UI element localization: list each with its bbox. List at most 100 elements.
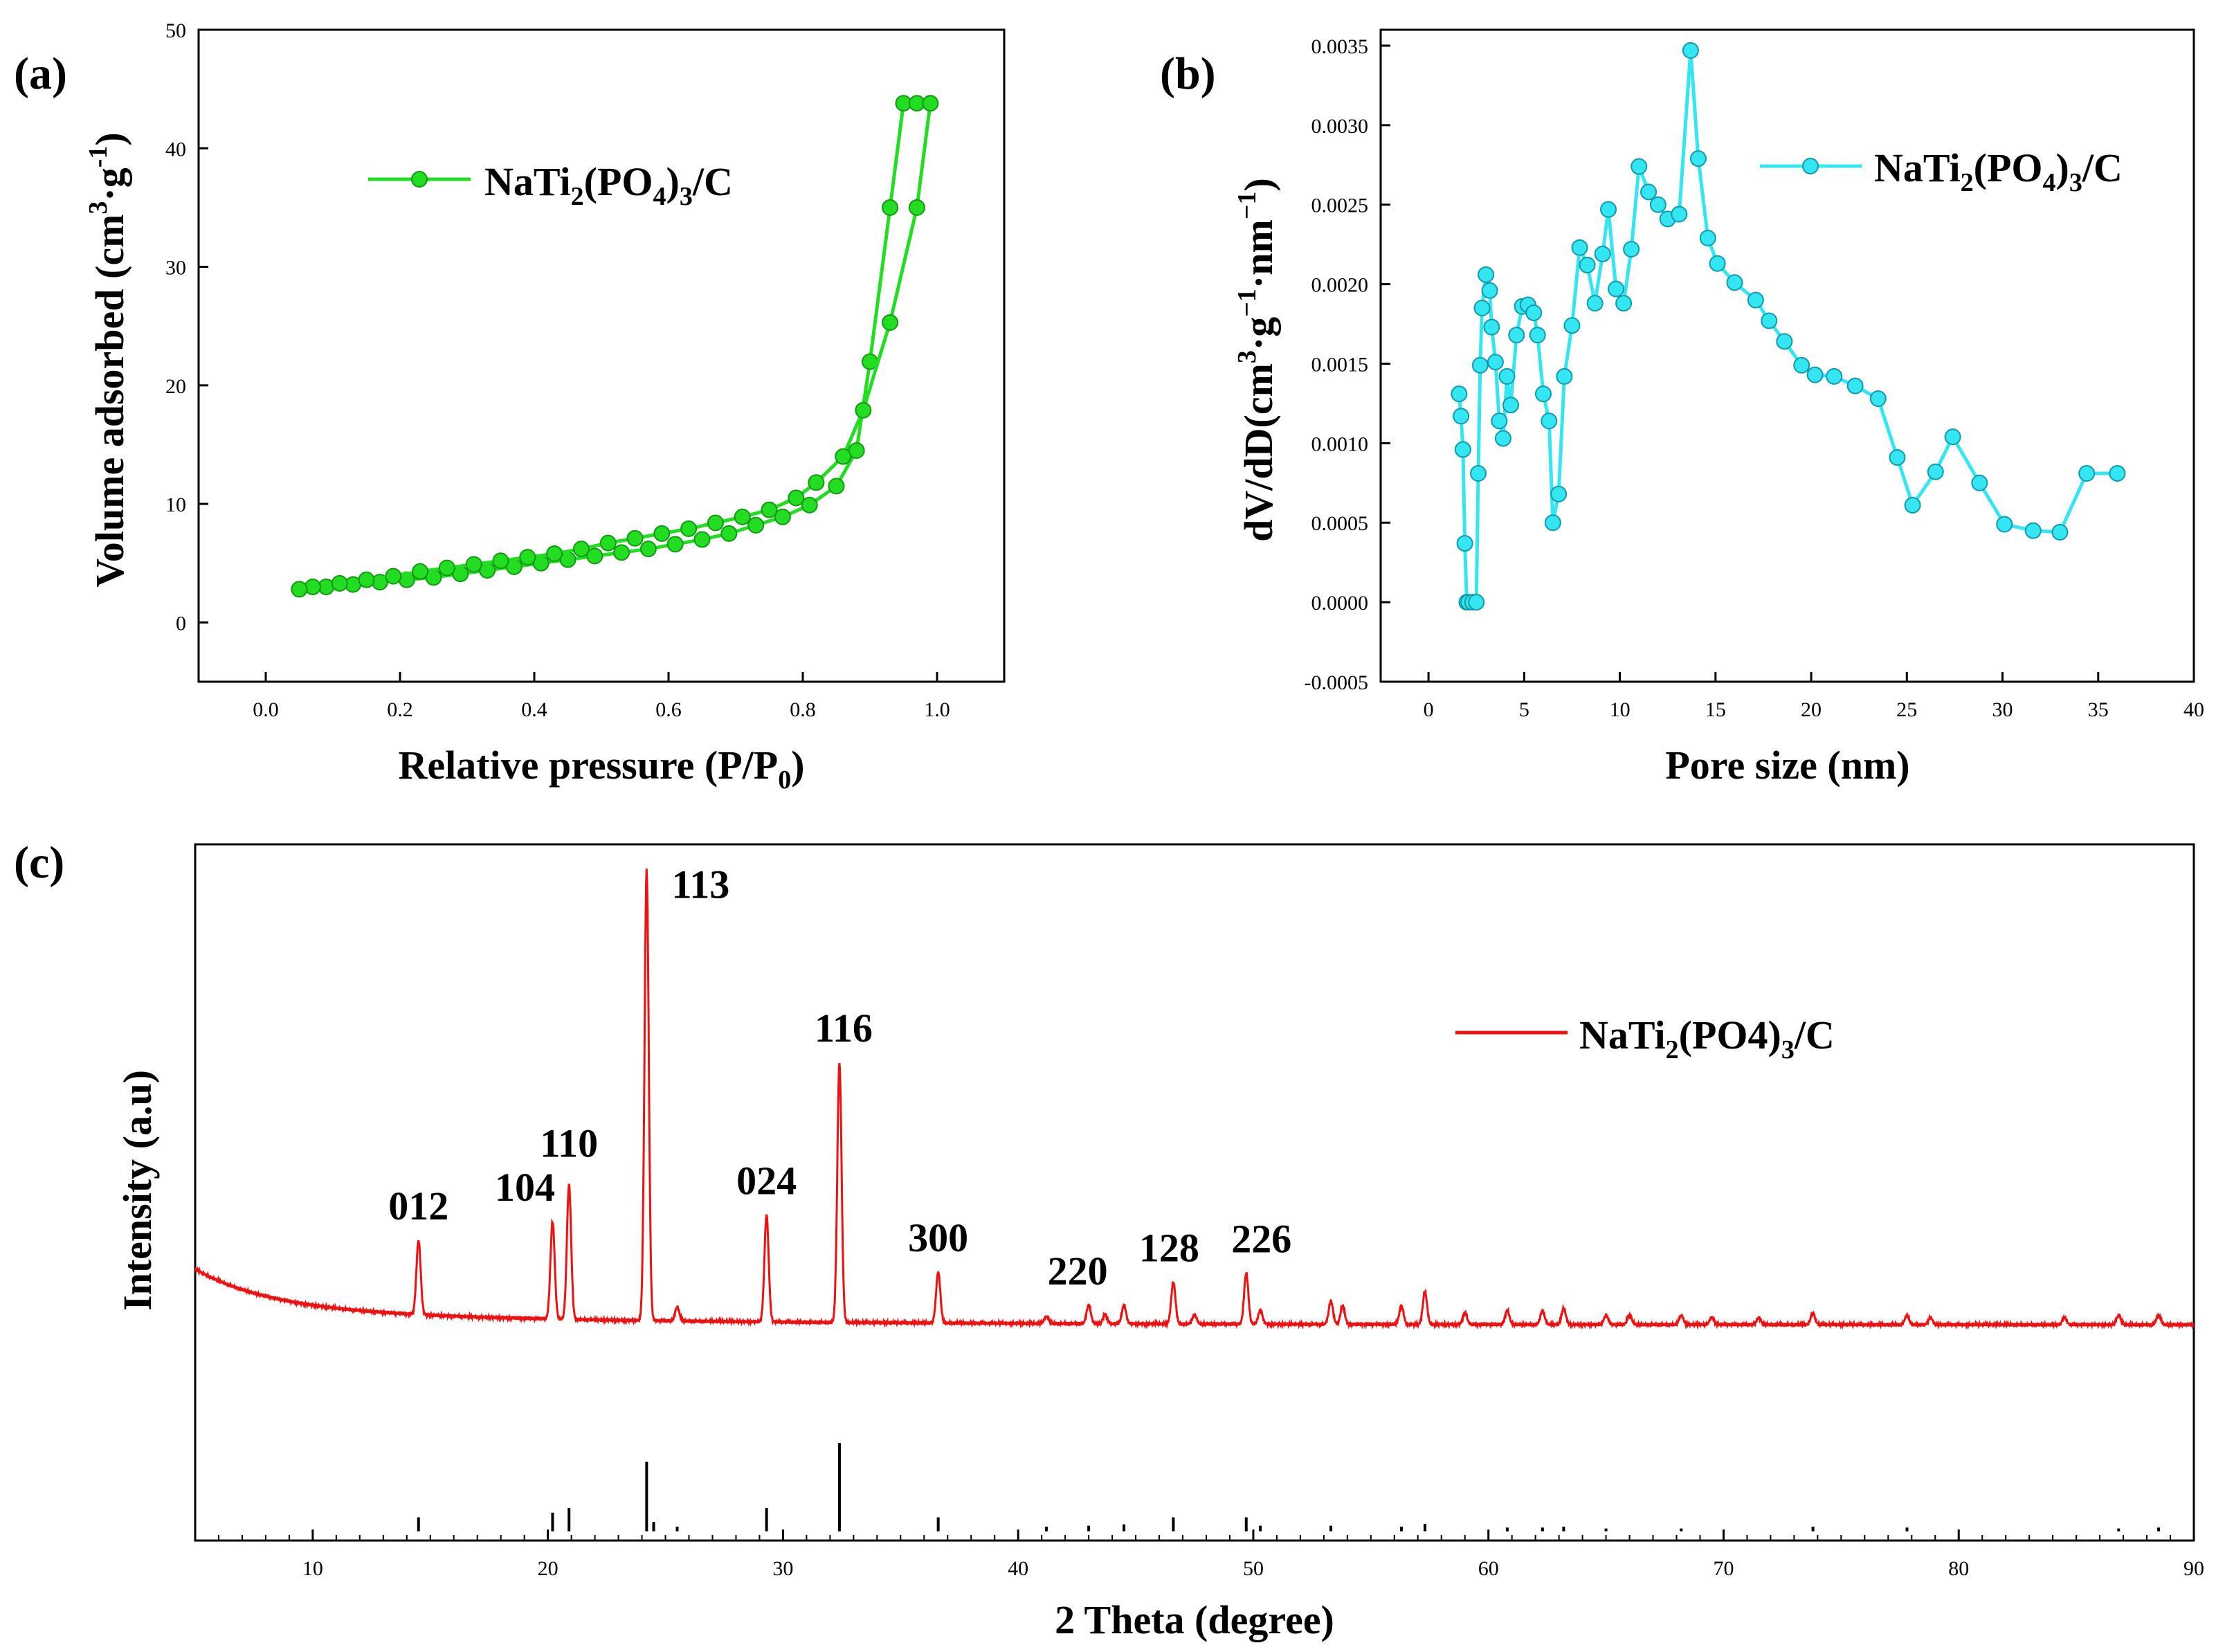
x-tick-label: 0 (1424, 698, 1434, 721)
pore-distribution-point (1481, 282, 1498, 299)
isotherm-adsorption-point (613, 544, 630, 561)
x-tick-label: 0.2 (387, 698, 413, 721)
pore-distribution-point (1623, 241, 1640, 258)
x-tick-label: 0.4 (521, 698, 547, 721)
x-tick-label: 1.0 (924, 698, 950, 721)
pore-distribution-point (1631, 158, 1648, 175)
panel-a-frame (197, 28, 1006, 683)
pore-distribution-point (1453, 408, 1470, 425)
isotherm-desorption-point (599, 534, 617, 552)
x-tick-label: 20 (538, 1557, 558, 1580)
panel-a-x-ticks: 0.0 0.2 0.4 0.6 0.8 1.0 (253, 672, 950, 721)
panel-c-reference-pattern (417, 1443, 2161, 1532)
pore-distribution-point (1793, 356, 1810, 374)
isotherm-adsorption-point (666, 536, 684, 553)
panel-a-legend: NaTi2(PO4)3/C (368, 159, 733, 211)
panel-b-x-axis-label: Pore size (nm) (1665, 743, 1909, 788)
pore-distribution-point (1826, 367, 1843, 385)
panel-a-y-axis-label: Volume adsorbed (cm3·g-1) (84, 132, 132, 588)
panel-a: (a) 0.0 0.2 0.4 0.6 0.8 1.0 0 10 20 30 40 50 Relat… (14, 19, 1006, 795)
isotherm-desorption-point (788, 489, 805, 507)
panel-a-x-axis-label: Relative pressure (P/P0) (398, 743, 804, 795)
pore-distribution-point (1483, 318, 1500, 336)
pore-distribution-point (1996, 516, 2013, 533)
panel-c-frame (194, 843, 2195, 1542)
x-tick-label: 40 (1008, 1557, 1028, 1580)
y-tick-label: 0.0020 (1311, 274, 1369, 297)
pore-distribution-point (1456, 535, 1473, 552)
pore-distribution-point (1454, 441, 1471, 458)
pore-distribution-point (1776, 333, 1793, 350)
isotherm-adsorption-point (639, 541, 657, 558)
panel-c-label: (c) (14, 837, 64, 888)
panel-b-x-ticks: 0 5 10 15 20 25 30 35 40 (1424, 672, 2204, 721)
isotherm-adsorption-point (747, 516, 765, 534)
pore-distribution-point (1594, 245, 1611, 262)
pore-distribution-point (1487, 354, 1504, 371)
pore-distribution-point (1904, 496, 1921, 514)
panel-b-series (1451, 42, 2126, 611)
panel-b: (b) 0 5 10 15 20 25 30 35 40 -0.0005 0.0000 0.0005… (1160, 28, 2204, 788)
isotherm-desorption-point (438, 559, 455, 577)
isotherm-desorption-point (358, 571, 375, 588)
pore-distribution-point (2109, 465, 2126, 482)
pore-distribution-point (1869, 390, 1887, 408)
peak-label-110: 110 (540, 1121, 598, 1166)
isotherm-desorption-point (707, 514, 724, 532)
pore-distribution-point (1470, 465, 1487, 482)
x-tick-label: 20 (1801, 698, 1822, 721)
y-tick-label: 20 (165, 375, 186, 398)
pore-distribution-point (1478, 266, 1495, 283)
x-tick-label: 50 (1243, 1557, 1264, 1580)
x-tick-label: 80 (1948, 1557, 1969, 1580)
isotherm-desorption-point (412, 563, 429, 580)
x-tick-label: 25 (1896, 698, 1917, 721)
peak-label-113: 113 (671, 862, 729, 907)
y-tick-label: 50 (165, 19, 186, 42)
isotherm-desorption-point (385, 568, 402, 585)
y-tick-label: 0.0035 (1311, 35, 1369, 58)
y-tick-label: 30 (165, 257, 186, 280)
isotherm-desorption-point (835, 448, 852, 465)
peak-label-012: 012 (388, 1183, 448, 1228)
isotherm-desorption-point (465, 556, 482, 573)
pore-distribution-point (1525, 304, 1543, 321)
pore-distribution-point (1471, 356, 1489, 374)
isotherm-desorption-point (922, 95, 939, 112)
y-tick-label: 10 (165, 493, 186, 516)
pore-distribution-point (1571, 239, 1588, 256)
pore-distribution-point (1689, 150, 1707, 167)
panel-a-legend-marker (411, 171, 428, 188)
x-tick-label: 90 (2183, 1557, 2204, 1580)
panel-b-y-axis-label: dV/dD(cm3·g−1·nm−1) (1233, 178, 1281, 542)
isotherm-adsorption-point (586, 547, 603, 565)
panel-b-legend: NaTi2(PO4)3/C (1760, 145, 2123, 197)
panel-a-legend-label: NaTi2(PO4)3/C (484, 159, 733, 211)
pore-distribution-point (1502, 397, 1519, 414)
pore-distribution-point (1451, 385, 1468, 403)
pore-distribution-point (1508, 327, 1525, 344)
isotherm-desorption-point (572, 541, 590, 558)
pore-distribution-point (1563, 317, 1581, 334)
x-tick-label: 35 (2088, 698, 2109, 721)
isotherm-desorption-point (304, 578, 321, 595)
panel-a-label: (a) (14, 48, 67, 99)
pore-distribution-point (1726, 274, 1743, 291)
isotherm-desorption-point (734, 508, 751, 525)
isotherm-desorption-point (519, 549, 536, 566)
x-tick-label: 0.0 (253, 698, 279, 721)
pore-distribution-point (1473, 300, 1491, 317)
isotherm-adsorption-point (801, 496, 818, 514)
isotherm-desorption-point (331, 574, 348, 592)
pore-distribution-point (1550, 485, 1568, 502)
isotherm-adsorption-point (882, 199, 899, 216)
pore-distribution-point (1498, 367, 1516, 385)
isotherm-desorption-point (653, 525, 671, 542)
pore-distribution-point (1535, 385, 1552, 403)
isotherm-desorption-point (546, 545, 563, 563)
pore-distribution-point (1927, 463, 1944, 480)
pore-distribution-point (1491, 412, 1508, 430)
